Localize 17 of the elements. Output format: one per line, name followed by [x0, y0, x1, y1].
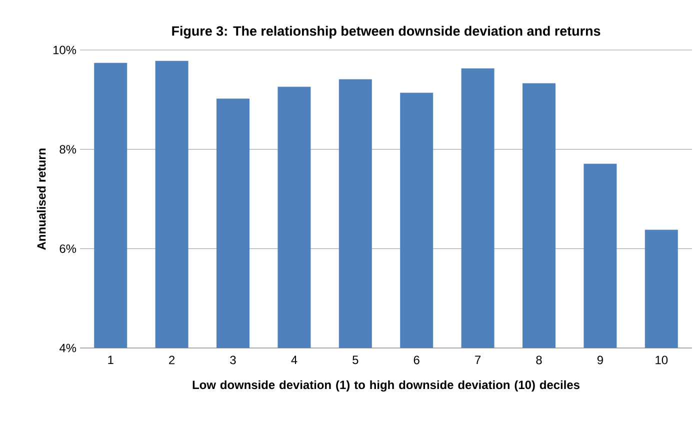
x-tick-label: 6: [414, 356, 420, 364]
x-tick-label: 2: [169, 356, 175, 364]
x-axis-title: Low downside deviation (1) to high downside deviation (10) deciles: [192, 380, 580, 392]
x-tick-label: 5: [352, 356, 358, 364]
x-tick-label: 9: [597, 356, 603, 364]
y-tick-label: 10%: [53, 46, 76, 54]
y-axis-title: Annualised return: [36, 148, 46, 250]
y-tick-label: 6%: [60, 244, 76, 253]
x-tick-label: 7: [475, 356, 481, 364]
x-tick-label: 10: [656, 356, 668, 364]
y-tick-label: 8%: [60, 145, 76, 154]
chart-title: Figure 3: The relationship between downside deviation and returns: [172, 26, 600, 38]
y-tick-label: 4%: [59, 344, 76, 352]
x-tick-label: 4: [291, 356, 298, 364]
x-tick-label: 1: [108, 356, 114, 364]
x-tick-label: 3: [230, 356, 236, 364]
x-tick-label: 8: [536, 356, 542, 364]
